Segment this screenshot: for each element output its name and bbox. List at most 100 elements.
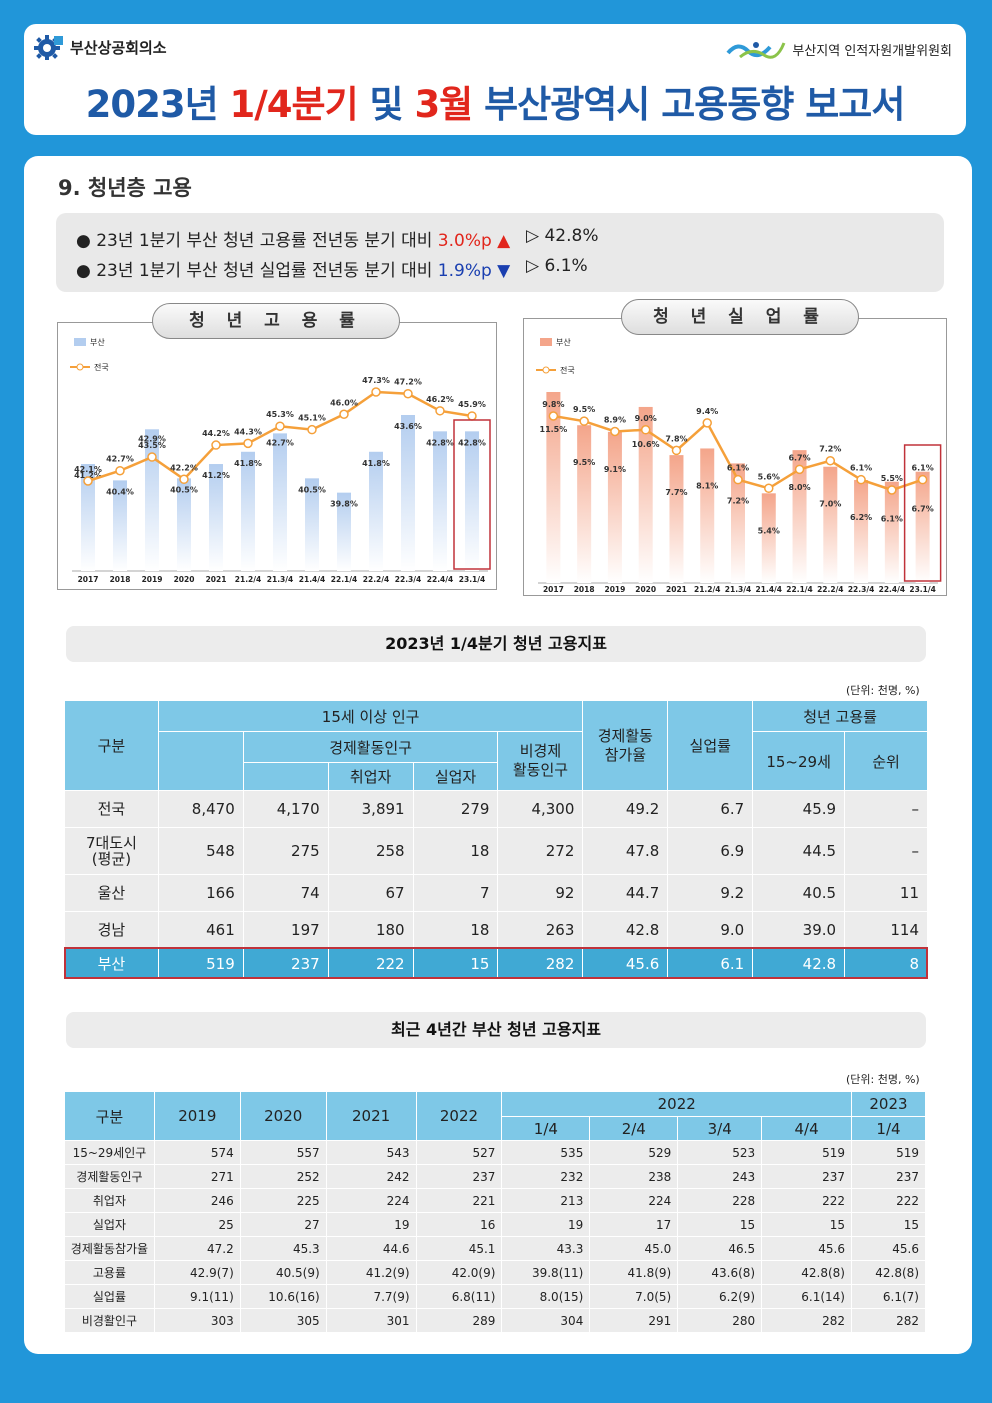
chart-bar — [792, 450, 807, 583]
t2-header-q1: 1/4 — [501, 1116, 591, 1141]
table-cell: 6.1(7) — [850, 1284, 927, 1309]
chart-bar — [700, 448, 715, 583]
employment-rate-chart: 41.2% 2017 40.4% 2018 42.9% 2019 40.5% 2020 41.2… — [70, 337, 491, 584]
table-row: 전국 8,470 4,170 3,891 279 4,300 49.2 6.7 45.9– — [64, 790, 928, 828]
line-point — [917, 474, 928, 485]
x-tick-label: 2021 — [206, 575, 227, 584]
line-point — [467, 411, 477, 421]
bar-data-label: 7.2% — [727, 496, 749, 505]
table-cell: 74 — [242, 874, 329, 912]
t2-header-q3: 3/4 — [677, 1116, 763, 1141]
line-point — [275, 421, 285, 431]
table-cell: 228 — [677, 1188, 763, 1213]
table-cell: 18 — [412, 827, 499, 875]
x-tick-label: 22.3/4 — [395, 575, 421, 584]
table-cell: 237 — [415, 1164, 503, 1189]
summary-unemployment-value: ▷ 6.1% — [526, 256, 588, 276]
table-cell: 519 — [761, 1140, 852, 1165]
bar-data-label: 39.8% — [330, 500, 358, 509]
row-label: 실업자 — [64, 1212, 155, 1237]
table-cell: 222 — [850, 1188, 927, 1213]
table-cell: 42.8 — [582, 911, 669, 949]
chart-bar — [337, 492, 351, 571]
x-tick-label: 2020 — [635, 585, 656, 594]
table-cell: 15 — [677, 1212, 763, 1237]
table-cell: 6.7 — [667, 790, 754, 828]
table-cell: 243 — [677, 1164, 763, 1189]
t2-header-2020: 2020 — [239, 1091, 327, 1141]
table-cell: 271 — [153, 1164, 241, 1189]
table-cell: 43.3 — [501, 1236, 591, 1261]
legend-bar-label: 부산 — [556, 337, 571, 347]
line-data-label: 47.2% — [394, 378, 422, 387]
legend-line-marker — [542, 366, 550, 374]
x-tick-label: 21.2/4 — [694, 585, 720, 594]
line-point — [115, 465, 125, 476]
table-cell: 8 — [844, 948, 928, 980]
council-logo: 부산지역 인적자원개발위원회 — [726, 37, 952, 61]
chart-bar — [669, 455, 684, 583]
table-cell: 42.8(8) — [850, 1260, 927, 1285]
line-point — [339, 409, 349, 419]
table-cell: 8,470 — [157, 790, 244, 828]
x-tick-label: 2018 — [110, 575, 131, 584]
line-data-label: 47.3% — [362, 376, 390, 385]
table-row: 경제활동참가율 47.2 45.3 44.6 45.1 43.3 45.0 46.5 45.6 4… — [64, 1236, 927, 1261]
x-tick-label: 21.4/4 — [756, 585, 782, 594]
line-data-label: 9.5% — [573, 405, 595, 414]
bar-data-label: 41.2% — [202, 471, 230, 480]
x-tick-label: 22.2/4 — [363, 575, 389, 584]
unemployment-rate-chart-title: 청 년 실 업 률 — [621, 299, 859, 335]
bar-data-label: 10.6% — [632, 440, 660, 449]
title-part-3: 및 — [357, 83, 415, 126]
table-cell: 92 — [497, 874, 584, 912]
table-cell: 303 — [153, 1308, 241, 1333]
line-data-label: 6.1% — [850, 464, 872, 473]
table-cell: 10.6(16) — [239, 1284, 327, 1309]
table-cell: 232 — [501, 1164, 591, 1189]
t1-header-age: 15~29세 — [752, 731, 846, 791]
table-cell: 197 — [242, 911, 329, 949]
chart-bar — [273, 433, 287, 571]
line-point — [733, 474, 743, 485]
table-cell: 67 — [327, 874, 414, 912]
row-label: 경제활동참가율 — [64, 1236, 155, 1261]
summary-employment: ● 23년 1분기 부산 청년 고용률 전년동 분기 대비 3.0%p ▲ ▷ … — [76, 226, 598, 251]
table-cell: 15 — [850, 1212, 927, 1237]
bar-data-label: 42.8% — [426, 438, 454, 447]
table-cell: 304 — [501, 1308, 591, 1333]
busan-row-highlight — [64, 947, 928, 979]
table-cell: 6.1 — [667, 948, 754, 980]
chart-bar — [731, 463, 745, 583]
x-tick-label: 22.4/4 — [879, 585, 905, 594]
legend-line-label: 전국 — [560, 365, 575, 375]
bar-data-label: 41.8% — [234, 459, 262, 468]
table-cell: 6.8(11) — [415, 1284, 503, 1309]
table-cell: – — [844, 790, 928, 828]
table-cell: 519 — [157, 948, 244, 980]
legend-bar-label: 부산 — [90, 337, 105, 347]
x-tick-label: 23.1/4 — [459, 575, 485, 584]
line-data-label: 44.3% — [234, 427, 262, 436]
table-cell: 11 — [844, 874, 928, 912]
chart-bar — [638, 406, 653, 583]
table-cell: 45.9 — [752, 790, 846, 828]
x-tick-label: 22.2/4 — [817, 585, 843, 594]
table-cell: 529 — [589, 1140, 679, 1165]
t1-header-rank: 순위 — [844, 731, 928, 791]
line-point — [640, 425, 651, 435]
table-cell: 213 — [501, 1188, 591, 1213]
summary-unemployment: ● 23년 1분기 부산 청년 실업률 전년동 분기 대비 1.9%p ▼ ▷ … — [76, 256, 588, 281]
x-tick-label: 21.3/4 — [267, 575, 293, 584]
bar-data-label: 40.5% — [298, 485, 326, 494]
t2-header-q4: 4/4 — [761, 1116, 852, 1141]
title-quarter: 1/4분기 — [229, 83, 359, 126]
line-point — [887, 485, 897, 495]
table-cell: 27 — [239, 1212, 327, 1237]
t1-header-gubun: 구분 — [64, 700, 159, 791]
table-cell: 252 — [239, 1164, 327, 1189]
table-row: 경남 461 197 180 18 263 42.8 9.0 39.0 114 — [64, 911, 928, 949]
table-cell: 45.6 — [850, 1236, 927, 1261]
table-cell: 25 — [153, 1212, 241, 1237]
chart-bar — [369, 451, 383, 571]
